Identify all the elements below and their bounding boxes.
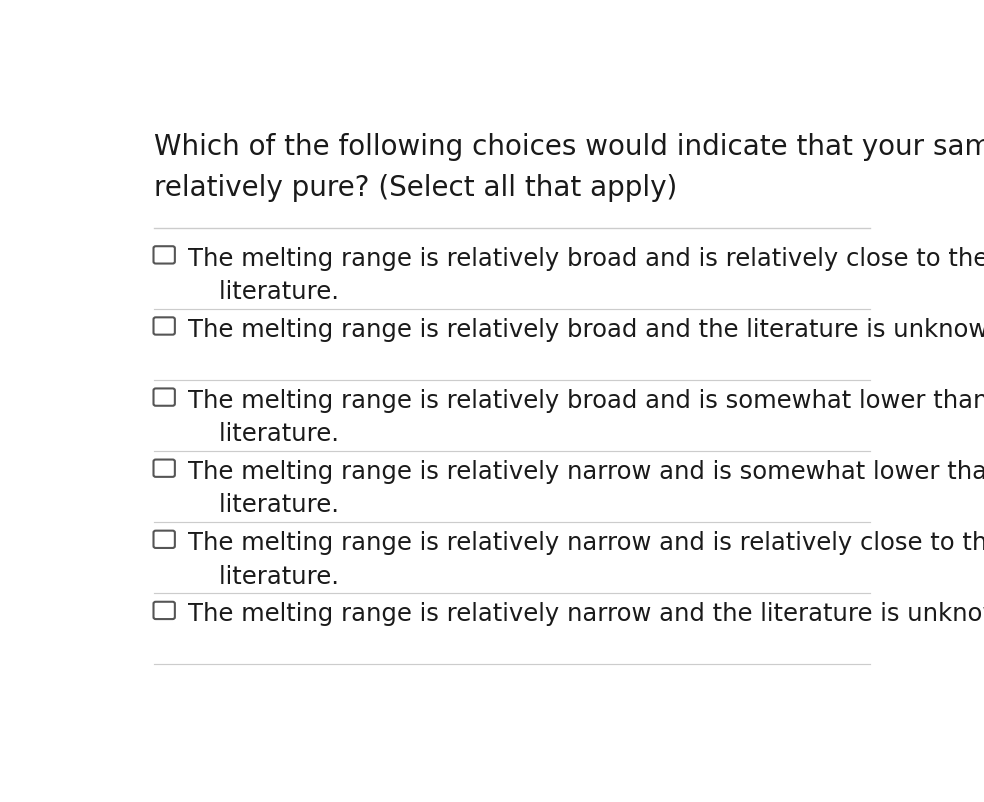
Text: The melting range is relatively narrow and is somewhat lower than the
    litera: The melting range is relatively narrow a… [188,460,984,516]
Text: The melting range is relatively broad and is somewhat lower than the
    literat: The melting range is relatively broad an… [188,388,984,446]
Text: The melting range is relatively narrow and the literature is unknown.: The melting range is relatively narrow a… [188,602,984,626]
FancyBboxPatch shape [154,389,175,407]
Text: The melting range is relatively broad and the literature is unknown.: The melting range is relatively broad an… [188,318,984,342]
Text: The melting range is relatively broad and is relatively close to the
    literat: The melting range is relatively broad an… [188,246,984,304]
FancyBboxPatch shape [154,602,175,619]
Text: Which of the following choices would indicate that your sample was
relatively pu: Which of the following choices would ind… [154,133,984,201]
FancyBboxPatch shape [154,247,175,264]
FancyBboxPatch shape [154,531,175,549]
Text: The melting range is relatively narrow and is relatively close to the
    litera: The melting range is relatively narrow a… [188,530,984,588]
FancyBboxPatch shape [154,318,175,335]
FancyBboxPatch shape [154,460,175,477]
